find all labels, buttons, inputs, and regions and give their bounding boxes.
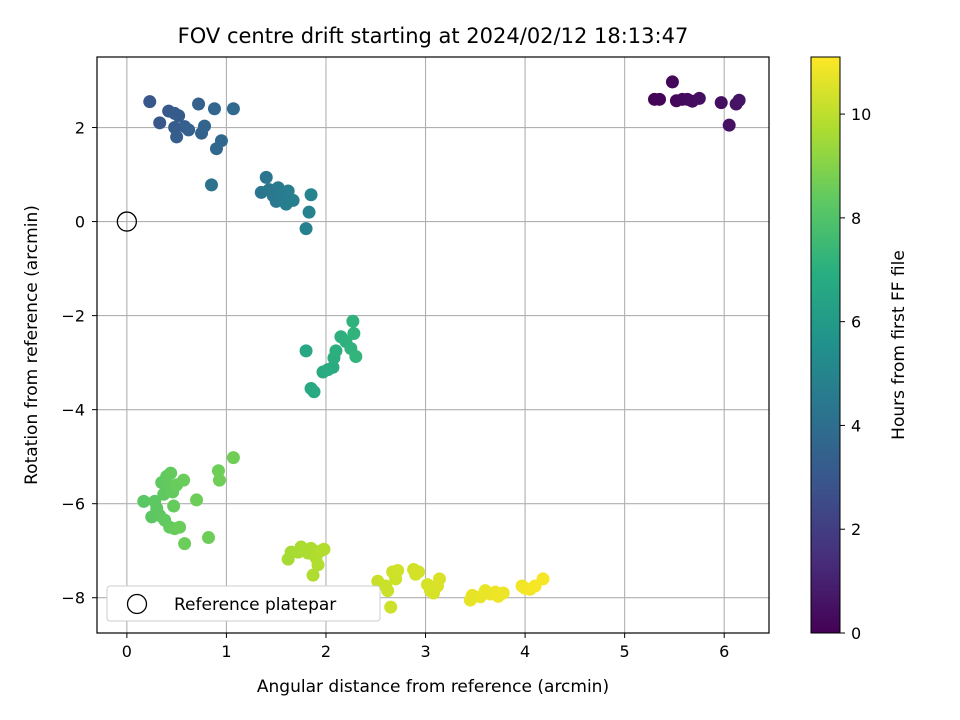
- legend: Reference platepar: [106, 585, 381, 622]
- data-point: [307, 385, 321, 399]
- x-tick-label: 5: [620, 642, 630, 661]
- x-tick-label: 6: [719, 642, 729, 661]
- data-point: [311, 558, 325, 572]
- data-point: [347, 326, 361, 340]
- colorbar-tick-label: 6: [851, 313, 861, 332]
- colorbar-tick-label: 0: [851, 624, 861, 643]
- data-point: [326, 360, 340, 374]
- data-point: [207, 102, 221, 116]
- x-axis-ticks: 0 1 2 3 4 5 6: [122, 633, 729, 661]
- data-point: [732, 93, 746, 107]
- data-point: [299, 344, 313, 358]
- data-point: [391, 563, 405, 577]
- y-tick-label: −8: [61, 589, 85, 608]
- data-point: [665, 75, 679, 89]
- x-tick-label: 1: [221, 642, 231, 661]
- data-point: [384, 600, 398, 614]
- colorbar-tick-label: 4: [851, 416, 861, 435]
- data-point: [304, 188, 318, 202]
- data-point: [177, 473, 191, 487]
- data-point: [214, 134, 228, 148]
- data-point: [198, 119, 212, 133]
- y-tick-label: −6: [61, 495, 85, 514]
- data-point: [167, 499, 181, 513]
- x-tick-label: 2: [321, 642, 331, 661]
- data-point: [412, 565, 426, 579]
- data-point: [317, 542, 331, 556]
- data-point: [432, 572, 446, 586]
- colorbar-tick-label: 8: [851, 209, 861, 228]
- chart-title: FOV centre drift starting at 2024/02/12 …: [178, 24, 689, 48]
- data-point: [172, 109, 186, 123]
- data-point: [202, 531, 216, 545]
- data-point: [349, 350, 363, 364]
- data-point: [211, 464, 225, 478]
- y-tick-label: 0: [75, 213, 85, 232]
- grid-lines: [97, 57, 769, 633]
- data-point: [329, 344, 343, 358]
- data-point: [652, 92, 666, 106]
- y-axis-ticks: −8 −6 −4 −2 0 2: [61, 119, 97, 608]
- data-point: [178, 537, 192, 551]
- data-point: [714, 96, 728, 110]
- x-tick-label: 3: [420, 642, 430, 661]
- data-point: [496, 586, 510, 600]
- data-point: [306, 568, 320, 582]
- data-point: [164, 466, 178, 480]
- data-point: [259, 170, 273, 184]
- legend-label: Reference platepar: [174, 595, 336, 615]
- reference-marker-layer: [116, 211, 138, 232]
- y-axis-label: Rotation from reference (arcmin): [22, 205, 42, 485]
- y-tick-label: −4: [61, 401, 85, 420]
- data-point: [182, 123, 196, 137]
- data-point: [173, 520, 187, 534]
- data-point: [204, 178, 218, 192]
- y-tick-label: −2: [61, 307, 85, 326]
- reference-platepar-marker: [116, 211, 138, 232]
- data-point: [153, 116, 167, 130]
- data-point: [143, 95, 157, 109]
- colorbar-label: Hours from first FF file: [889, 250, 909, 440]
- x-tick-label: 4: [520, 642, 530, 661]
- data-point: [536, 572, 550, 586]
- colorbar-gradient: [810, 56, 841, 634]
- colorbar-tick-label: 2: [851, 520, 861, 539]
- data-point: [226, 102, 240, 116]
- data-point: [299, 222, 313, 236]
- y-tick-label: 2: [75, 119, 85, 138]
- x-axis-label: Angular distance from reference (arcmin): [257, 677, 609, 697]
- colorbar-tick-label: 10: [851, 105, 871, 124]
- plot-frame: [96, 56, 770, 634]
- colorbar-ticks: 0 2 4 6 8 10: [840, 105, 871, 643]
- legend-reference-marker: [126, 593, 148, 615]
- data-point: [692, 91, 706, 105]
- data-point: [346, 314, 360, 328]
- data-point: [722, 118, 736, 132]
- legend-box: [106, 585, 381, 622]
- data-point: [381, 584, 395, 598]
- x-tick-label: 0: [122, 642, 132, 661]
- data-points: [137, 75, 746, 614]
- data-point: [302, 205, 316, 219]
- data-point: [192, 97, 206, 111]
- data-point: [226, 451, 240, 465]
- data-point: [212, 473, 226, 487]
- data-point: [137, 494, 151, 508]
- colorbar: 0 2 4 6 8 10 Hours from first FF file: [810, 56, 909, 643]
- data-point: [286, 193, 300, 207]
- data-point: [170, 130, 184, 144]
- data-point: [190, 493, 204, 507]
